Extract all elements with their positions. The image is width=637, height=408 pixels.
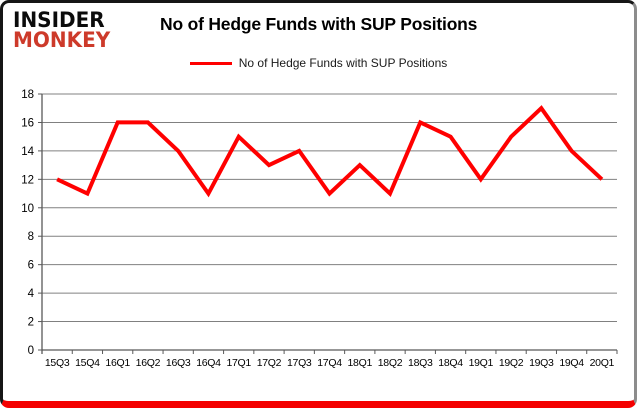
x-axis-label: 17Q1 [226, 357, 251, 369]
x-axis-label: 15Q3 [45, 357, 70, 369]
x-axis-label: 18Q2 [378, 357, 403, 369]
legend-label: No of Hedge Funds with SUP Positions [238, 56, 448, 70]
chart-title: No of Hedge Funds with SUP Positions [160, 14, 478, 34]
x-axis-label: 18Q3 [408, 357, 433, 369]
y-axis-label: 14 [21, 146, 34, 158]
x-axis-label: 16Q2 [136, 357, 161, 369]
x-axis-label: 17Q2 [257, 357, 282, 369]
logo-line-monkey: MONKEY [13, 26, 111, 52]
x-axis-label: 17Q3 [287, 357, 312, 369]
y-axis-label: 2 [28, 317, 34, 329]
y-axis-label: 8 [28, 231, 34, 243]
y-axis-label: 18 [21, 89, 34, 101]
insider-monkey-logo: INSIDER MONKEY [13, 6, 111, 52]
x-axis-label: 20Q1 [590, 357, 615, 369]
x-axis-label: 16Q4 [196, 357, 221, 369]
y-axis-label: 12 [21, 174, 34, 186]
logo-line-insider: INSIDER [13, 6, 105, 33]
x-axis-label: 19Q1 [469, 357, 494, 369]
y-axis-label: 4 [28, 288, 35, 300]
x-axis-label: 18Q1 [348, 357, 373, 369]
x-axis-label: 17Q4 [317, 357, 342, 369]
x-axis-label: 19Q4 [559, 357, 584, 369]
x-axis-label: 16Q3 [166, 357, 191, 369]
y-axis-label: 10 [21, 203, 34, 215]
x-axis-label: 19Q3 [529, 357, 554, 369]
chart-canvas: 0 2 4 6 8 10 12 14 16 18 15Q3 15Q4 16Q1 16Q2 16Q3 16Q4 1… [21, 89, 618, 369]
x-axis-label: 19Q2 [499, 357, 524, 369]
y-axis-label: 16 [21, 117, 34, 129]
chart-legend: No of Hedge Funds with SUP Positions [3, 56, 634, 70]
y-axis-label: 0 [28, 345, 34, 357]
x-axis-label: 15Q4 [75, 357, 100, 369]
data-line-series [56, 105, 604, 198]
y-axis-label: 6 [28, 260, 34, 272]
x-axis-label: 16Q1 [105, 357, 130, 369]
legend-line-swatch [189, 61, 232, 65]
x-axis-label: 18Q4 [438, 357, 463, 369]
